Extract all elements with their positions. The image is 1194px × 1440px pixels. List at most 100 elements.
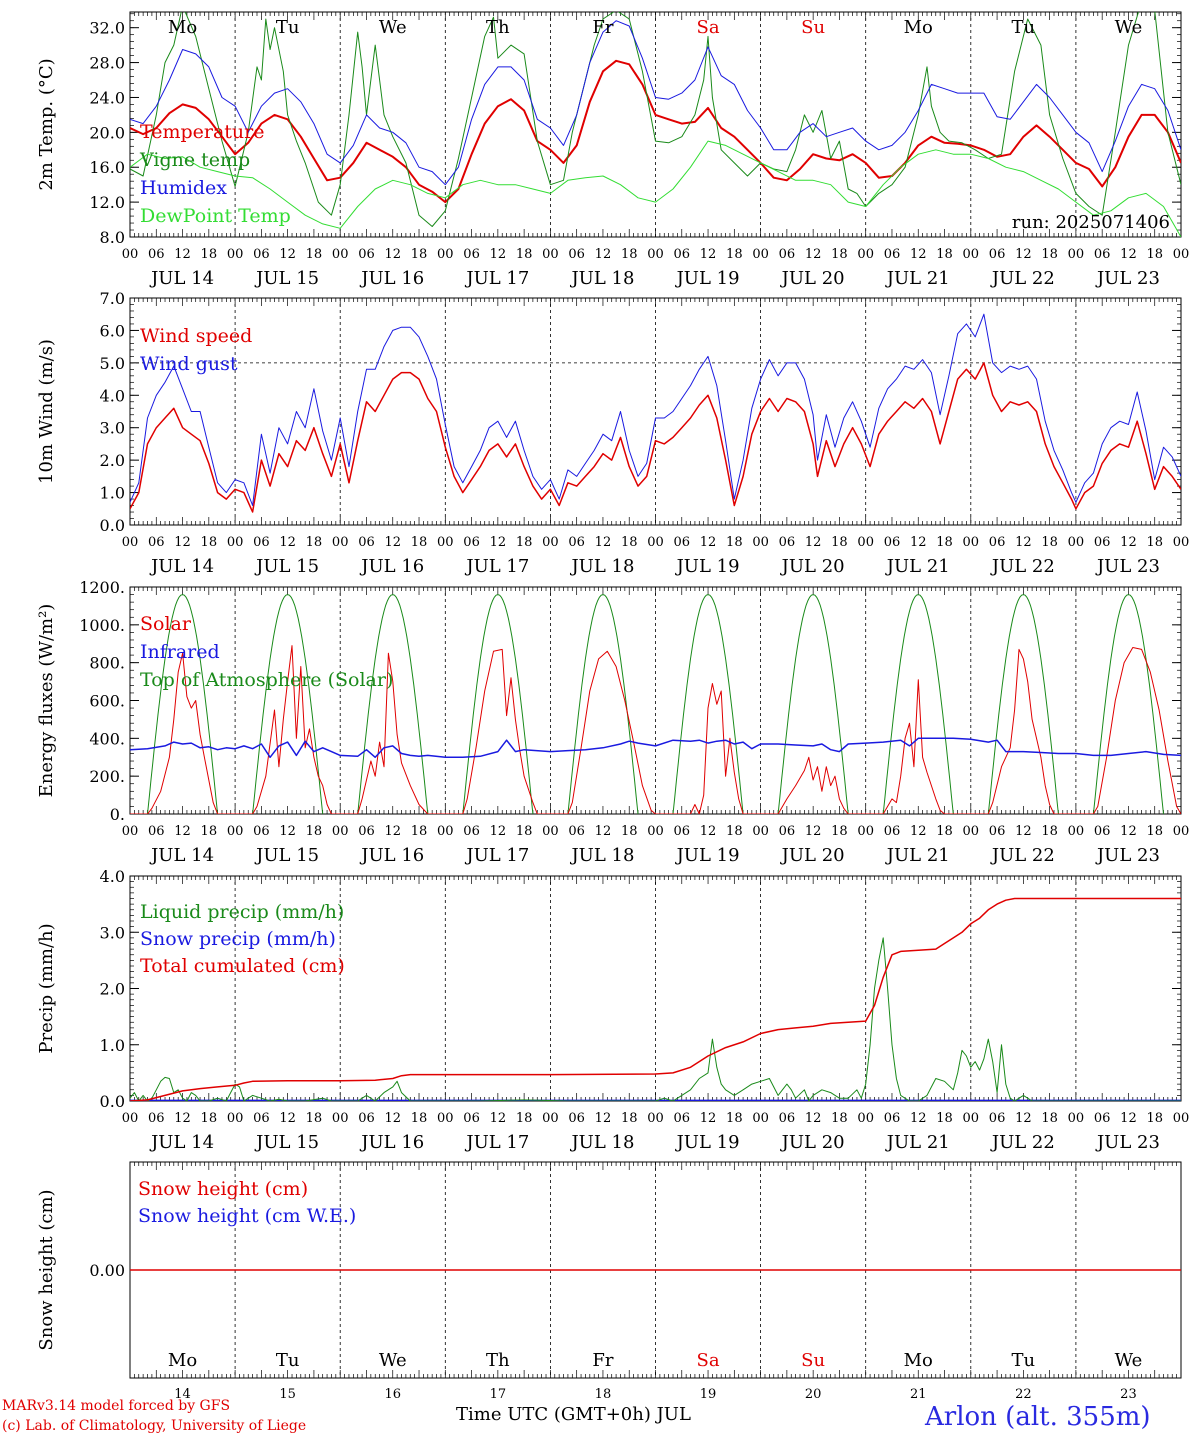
legend-entry: Wind speed xyxy=(140,325,252,347)
weekday-label-bottom: Fr xyxy=(592,1350,613,1371)
y-tick-label: 2.0 xyxy=(100,451,125,470)
hour-tick-label: 00 xyxy=(647,1111,664,1126)
hour-tick-label: 06 xyxy=(779,1111,796,1126)
series-wind-gust xyxy=(130,313,1181,506)
hour-tick-label: 18 xyxy=(726,824,743,839)
hour-tick-label: 06 xyxy=(253,535,270,550)
hour-tick-label: 00 xyxy=(857,1111,874,1126)
hour-tick-label: 12 xyxy=(700,535,717,550)
hour-tick-label: 12 xyxy=(910,1111,927,1126)
hour-tick-label: 18 xyxy=(411,247,428,262)
day-number-label: 17 xyxy=(490,1387,507,1402)
toa-solar-line xyxy=(567,594,639,814)
hour-tick-label: 12 xyxy=(279,1111,296,1126)
y-tick-label: 600. xyxy=(89,692,125,711)
day-number-label: 15 xyxy=(279,1387,296,1402)
legend-entry: Snow precip (mm/h) xyxy=(140,928,336,950)
hour-tick-label: 00 xyxy=(227,535,244,550)
model-credit: MARv3.14 model forced by GFS xyxy=(2,1398,231,1414)
toa-solar-line xyxy=(1092,594,1164,814)
hour-tick-label: 12 xyxy=(1015,1111,1032,1126)
day-number-label: 14 xyxy=(174,1387,191,1402)
y-tick-label: 16.0 xyxy=(89,158,125,177)
hour-tick-label: 12 xyxy=(1015,824,1032,839)
hour-tick-label: 00 xyxy=(857,247,874,262)
date-label: JUL 18 xyxy=(569,1132,634,1153)
date-label: JUL 19 xyxy=(675,1132,740,1153)
y-tick-label: 0.0 xyxy=(100,516,125,535)
hour-tick-label: 12 xyxy=(174,247,191,262)
date-label: JUL 15 xyxy=(254,556,319,577)
toa-solar-line xyxy=(357,594,429,814)
series-solar xyxy=(130,645,1181,814)
weekday-label-bottom: Sa xyxy=(697,1350,720,1371)
hour-tick-label: 00 xyxy=(227,1111,244,1126)
date-label: JUL 22 xyxy=(990,845,1055,866)
hour-tick-label: 18 xyxy=(1146,247,1163,262)
y-axis-title: Snow height (cm) xyxy=(36,1189,57,1350)
hour-tick-label: 06 xyxy=(779,824,796,839)
series-humidex xyxy=(130,20,1181,186)
date-label: JUL 15 xyxy=(254,268,319,289)
y-tick-label: 3.0 xyxy=(100,419,125,438)
plot-area xyxy=(130,12,1181,237)
hour-tick-label: 06 xyxy=(358,1111,375,1126)
hour-tick-label: 12 xyxy=(279,535,296,550)
weekday-label-top: Su xyxy=(801,17,825,38)
hour-tick-label: 12 xyxy=(1120,824,1137,839)
hour-tick-label: 18 xyxy=(831,824,848,839)
panel-3: 0. 200. 400. 600. 800. 1000. 1200. Energy fluxe… xyxy=(36,578,1189,866)
day-number-label: 19 xyxy=(700,1387,717,1402)
hour-tick-label: 06 xyxy=(674,824,691,839)
toa-solar-line xyxy=(147,594,219,814)
date-label: JUL 19 xyxy=(675,556,740,577)
hour-tick-label: 18 xyxy=(936,247,953,262)
hour-tick-label: 06 xyxy=(148,535,165,550)
hour-tick-label: 06 xyxy=(253,824,270,839)
y-axis-title: Precip (mm/h) xyxy=(36,923,57,1053)
hour-tick-label: 12 xyxy=(490,824,507,839)
hour-tick-label: 12 xyxy=(805,824,822,839)
legend-entry: Vigne temp xyxy=(139,149,250,171)
y-tick-label: 0.0 xyxy=(100,1092,125,1111)
hour-tick-label: 18 xyxy=(621,535,638,550)
hour-tick-label: 00 xyxy=(752,535,769,550)
hour-tick-label: 06 xyxy=(253,247,270,262)
weekday-label-top: Mo xyxy=(904,17,933,38)
date-label: JUL 22 xyxy=(990,268,1055,289)
hour-tick-label: 00 xyxy=(647,247,664,262)
legend-entry: Top of Atmosphere (Solar) xyxy=(140,669,393,691)
plot-area xyxy=(130,594,1181,814)
hour-tick-label: 12 xyxy=(279,247,296,262)
hour-tick-label: 18 xyxy=(726,535,743,550)
date-label: JUL 21 xyxy=(885,845,950,866)
date-label: JUL 17 xyxy=(464,268,529,289)
station-name: Arlon (alt. 355m) xyxy=(925,1402,1151,1432)
toa-solar-line xyxy=(672,594,744,814)
hour-tick-label: 00 xyxy=(227,824,244,839)
hour-tick-label: 18 xyxy=(1146,1111,1163,1126)
date-label: JUL 17 xyxy=(464,845,529,866)
hour-tick-label: 12 xyxy=(384,535,401,550)
toa-solar-line xyxy=(252,594,324,814)
hour-tick-label: 06 xyxy=(989,1111,1006,1126)
hour-tick-label: 06 xyxy=(148,1111,165,1126)
hour-tick-label: 00 xyxy=(437,247,454,262)
hour-tick-label: 12 xyxy=(1120,247,1137,262)
hour-tick-label: 00 xyxy=(1173,1111,1190,1126)
hour-tick-label: 06 xyxy=(779,247,796,262)
hour-tick-label: 06 xyxy=(568,535,585,550)
panel-frame xyxy=(129,11,1182,238)
date-label: JUL 21 xyxy=(885,556,950,577)
hour-tick-label: 12 xyxy=(1120,1111,1137,1126)
hour-tick-label: 18 xyxy=(306,535,323,550)
hour-tick-label: 00 xyxy=(332,1111,349,1126)
series-total-cumulated-cm xyxy=(130,897,1181,1101)
hour-tick-label: 00 xyxy=(122,535,139,550)
hour-tick-label: 12 xyxy=(805,535,822,550)
hour-tick-label: 00 xyxy=(963,824,980,839)
hour-tick-label: 00 xyxy=(752,824,769,839)
hour-tick-label: 00 xyxy=(332,535,349,550)
hour-tick-label: 00 xyxy=(752,1111,769,1126)
hour-tick-label: 00 xyxy=(857,824,874,839)
